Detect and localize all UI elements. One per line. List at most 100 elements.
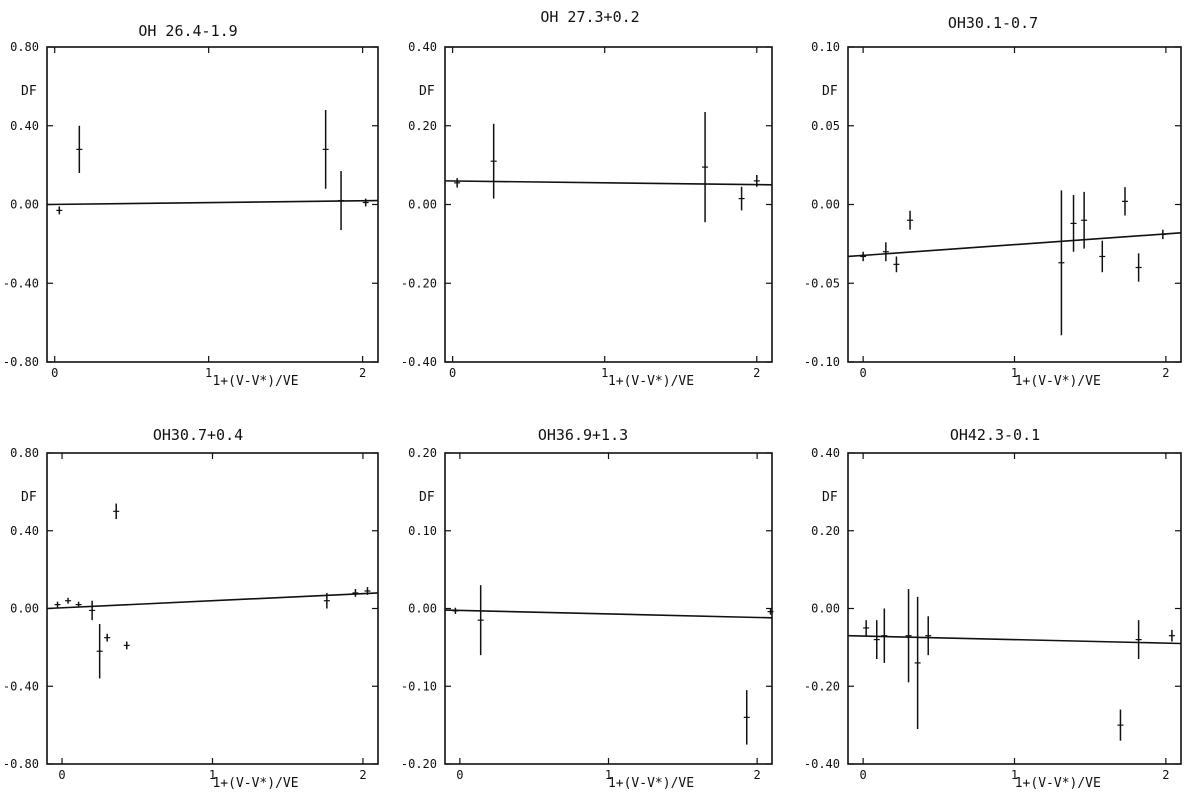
data-point — [1058, 190, 1065, 336]
y-axis-label: DF — [419, 490, 435, 505]
y-tick-label: 0.80 — [10, 40, 39, 54]
data-point — [1121, 187, 1128, 216]
data-point — [1135, 253, 1142, 282]
x-tick-label: 0 — [860, 366, 867, 380]
data-point — [1081, 191, 1088, 249]
data-point — [54, 601, 61, 608]
data-point — [89, 600, 96, 621]
chart-title: OH 27.3+0.2 — [540, 8, 639, 26]
chart-panel-3: OH30.1-0.7 0.10 0.05 0.00 -0.05 -0.10 0 1 2 1+(V-… — [804, 14, 1182, 389]
x-tick-label: 1 — [601, 366, 608, 380]
y-tick-label: 0.05 — [811, 119, 840, 133]
y-tick-label: -0.20 — [401, 276, 437, 290]
data-point — [914, 596, 921, 730]
x-tick-label: 2 — [1162, 366, 1169, 380]
x-axis-label: 1+(V-V*)/VE — [1015, 776, 1101, 791]
y-tick-label: 0.20 — [408, 119, 437, 133]
x-tick-label: 2 — [753, 366, 760, 380]
data-point — [882, 242, 889, 262]
y-tick-label: -0.40 — [804, 757, 840, 771]
data-point — [123, 641, 130, 650]
chart-title: OH36.9+1.3 — [538, 426, 628, 444]
chart-title: OH 26.4-1.9 — [138, 22, 237, 40]
x-tick-label: 0 — [51, 366, 58, 380]
data-point — [454, 178, 461, 188]
data-point — [1070, 195, 1077, 252]
data-point — [490, 123, 497, 199]
y-tick-label: 0.00 — [408, 198, 437, 212]
y-tick-label: 0.40 — [10, 119, 39, 133]
y-tick-label: 0.40 — [811, 446, 840, 460]
data-point — [1168, 629, 1175, 642]
fit-line — [847, 232, 1182, 258]
chart-panel-4: OH30.7+0.4 0.80 0.40 0.00 -0.40 -0.80 0 1 2 1+(V-… — [3, 426, 379, 791]
data-point — [860, 251, 867, 262]
data-point — [76, 125, 83, 173]
data-point — [56, 206, 63, 215]
plot-frame — [46, 452, 379, 765]
x-tick-label: 1 — [605, 768, 612, 782]
data-point — [1117, 709, 1124, 741]
x-tick-label: 0 — [860, 768, 867, 782]
data-point — [477, 585, 484, 656]
data-point — [1099, 240, 1106, 273]
y-axis-label: DF — [822, 490, 838, 505]
y-tick-label: -0.80 — [3, 757, 39, 771]
y-tick-label: 0.40 — [10, 524, 39, 538]
data-point — [881, 608, 888, 663]
y-tick-label: -0.10 — [401, 679, 437, 693]
x-axis-label: 1+(V-V*)/VE — [1015, 374, 1101, 389]
fit-line — [847, 634, 1182, 645]
data-point — [893, 256, 900, 273]
x-tick-label: 2 — [359, 768, 366, 782]
y-tick-label: -0.20 — [401, 757, 437, 771]
chart-title: OH30.7+0.4 — [153, 426, 243, 444]
y-tick-label: 0.20 — [408, 446, 437, 460]
y-axis-label: DF — [822, 84, 838, 99]
y-tick-label: 0.00 — [408, 602, 437, 616]
data-point — [322, 110, 329, 189]
x-axis-label: 1+(V-V*)/VE — [608, 776, 694, 791]
y-tick-label: -0.40 — [3, 679, 39, 693]
x-tick-label: 2 — [359, 366, 366, 380]
y-tick-label: 0.00 — [10, 198, 39, 212]
x-tick-label: 0 — [449, 366, 456, 380]
chart-panel-2: OH 27.3+0.2 0.40 0.20 0.00 -0.20 -0.40 0 1 2 1+(V… — [401, 8, 773, 389]
fit-line — [444, 180, 773, 186]
data-point — [75, 601, 82, 608]
data-point — [113, 503, 120, 520]
data-point — [753, 174, 760, 187]
data-point — [907, 210, 914, 230]
fit-line — [444, 609, 773, 619]
data-point — [364, 587, 371, 595]
fit-line — [46, 199, 379, 206]
chart-title: OH42.3-0.1 — [950, 426, 1040, 444]
x-tick-label: 0 — [456, 768, 463, 782]
data-point — [104, 633, 111, 642]
y-tick-label: 0.00 — [811, 602, 840, 616]
x-tick-label: 1 — [1011, 366, 1018, 380]
chart-panel-1: OH 26.4-1.9 0.80 0.40 0.00 -0.40 -0.80 0 1 2 1+(V… — [3, 22, 379, 389]
data-point — [1135, 620, 1142, 660]
data-point — [925, 616, 932, 656]
y-tick-label: -0.40 — [3, 276, 39, 290]
data-point — [96, 624, 103, 679]
plot-frame — [444, 452, 773, 765]
y-tick-label: -0.80 — [3, 355, 39, 369]
data-point — [767, 608, 774, 615]
plot-frame — [444, 46, 773, 363]
chart-title: OH30.1-0.7 — [948, 14, 1038, 32]
fit-line — [46, 592, 379, 610]
y-tick-label: 0.00 — [811, 198, 840, 212]
x-tick-label: 1 — [209, 768, 216, 782]
y-tick-label: -0.05 — [804, 276, 840, 290]
data-point — [738, 186, 745, 211]
chart-panel-5: OH36.9+1.3 0.20 0.10 0.00 -0.10 -0.20 0 1 2 1+(V-… — [401, 426, 774, 791]
data-point — [702, 111, 709, 223]
x-tick-label: 1 — [1011, 768, 1018, 782]
y-axis-label: DF — [21, 490, 37, 505]
y-tick-label: 0.00 — [10, 602, 39, 616]
data-point — [65, 597, 72, 604]
x-tick-label: 2 — [754, 768, 761, 782]
